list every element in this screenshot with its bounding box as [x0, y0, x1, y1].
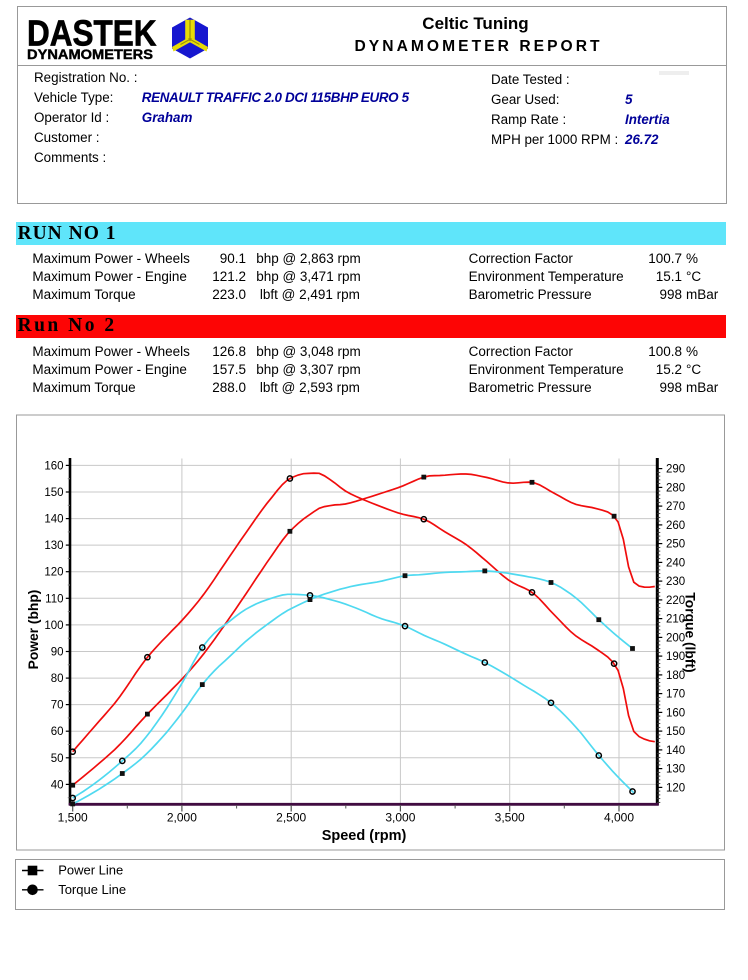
- svg-text:2,500: 2,500: [276, 811, 306, 825]
- svg-text:210: 210: [666, 614, 685, 626]
- svg-text:3,000: 3,000: [385, 811, 415, 825]
- svg-text:Torque (lbft): Torque (lbft): [683, 592, 698, 672]
- svg-text:170: 170: [666, 689, 685, 701]
- svg-text:200: 200: [666, 632, 685, 644]
- svg-text:3,500: 3,500: [495, 811, 525, 825]
- svg-text:Power Line: Power Line: [58, 863, 123, 878]
- svg-text:70: 70: [51, 700, 64, 712]
- svg-text:150: 150: [44, 487, 63, 499]
- svg-text:80: 80: [51, 673, 64, 685]
- svg-text:190: 190: [666, 651, 685, 663]
- svg-text:Speed (rpm): Speed (rpm): [322, 828, 407, 844]
- svg-text:240: 240: [666, 557, 685, 569]
- svg-text:130: 130: [44, 540, 63, 552]
- svg-text:150: 150: [666, 726, 685, 738]
- svg-text:130: 130: [666, 764, 685, 776]
- svg-text:Torque Line: Torque Line: [58, 882, 126, 897]
- svg-text:180: 180: [666, 670, 685, 682]
- svg-text:290: 290: [666, 464, 685, 476]
- svg-text:140: 140: [666, 745, 685, 757]
- svg-text:Power (bhp): Power (bhp): [26, 590, 41, 670]
- svg-text:220: 220: [666, 595, 685, 607]
- svg-text:90: 90: [51, 647, 64, 659]
- svg-text:DYNAMOMETERS: DYNAMOMETERS: [27, 48, 153, 62]
- svg-text:1,500: 1,500: [58, 811, 88, 825]
- svg-text:160: 160: [666, 707, 685, 719]
- svg-text:140: 140: [44, 514, 63, 526]
- svg-text:280: 280: [666, 482, 685, 494]
- svg-text:160: 160: [44, 460, 63, 472]
- svg-text:100: 100: [44, 620, 63, 632]
- svg-text:230: 230: [666, 576, 685, 588]
- svg-text:110: 110: [45, 593, 63, 605]
- svg-text:40: 40: [51, 779, 64, 791]
- svg-text:120: 120: [44, 567, 63, 579]
- svg-text:60: 60: [51, 726, 64, 738]
- svg-text:4,000: 4,000: [604, 811, 634, 825]
- svg-text:DASTEK: DASTEK: [27, 13, 157, 49]
- svg-text:250: 250: [666, 539, 685, 551]
- svg-text:270: 270: [666, 501, 685, 513]
- svg-text:260: 260: [666, 520, 685, 532]
- svg-text:50: 50: [51, 753, 64, 765]
- svg-text:2,000: 2,000: [167, 811, 197, 825]
- svg-text:120: 120: [666, 782, 685, 794]
